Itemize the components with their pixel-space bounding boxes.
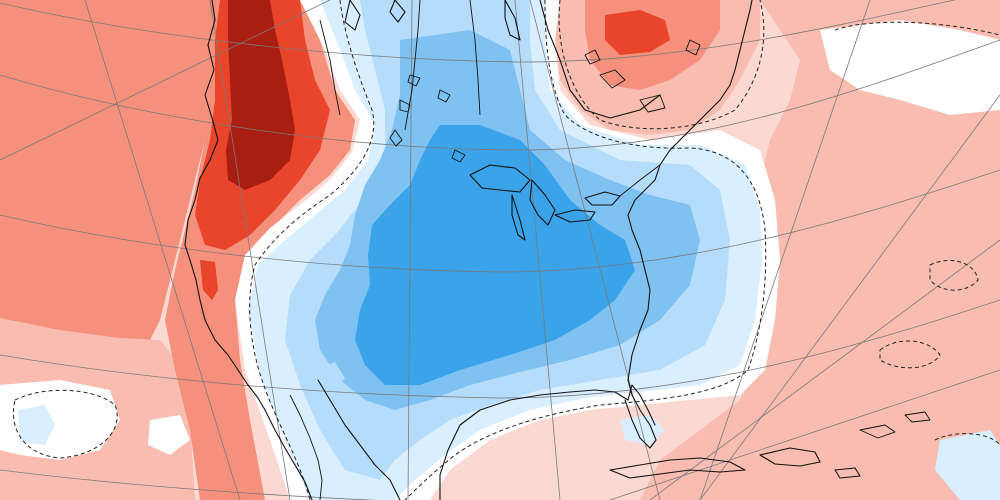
atlantic-neutral-patch — [820, 20, 1000, 115]
atlantic-cool-patch — [935, 430, 1000, 500]
zero-anomaly-contours — [13, 0, 1000, 500]
coastlines — [184, 0, 931, 500]
california-warm-strong — [200, 260, 218, 300]
continent-cool-strong — [355, 125, 635, 385]
pacific-warm-moderate — [0, 0, 215, 345]
texas-cool-light-pocket — [315, 362, 345, 392]
atlantic-warm-light — [640, 0, 1000, 500]
pacific-small-neutral — [148, 415, 190, 455]
quebec-warm-strong — [605, 10, 670, 55]
pacific-cool-patch — [18, 405, 55, 445]
